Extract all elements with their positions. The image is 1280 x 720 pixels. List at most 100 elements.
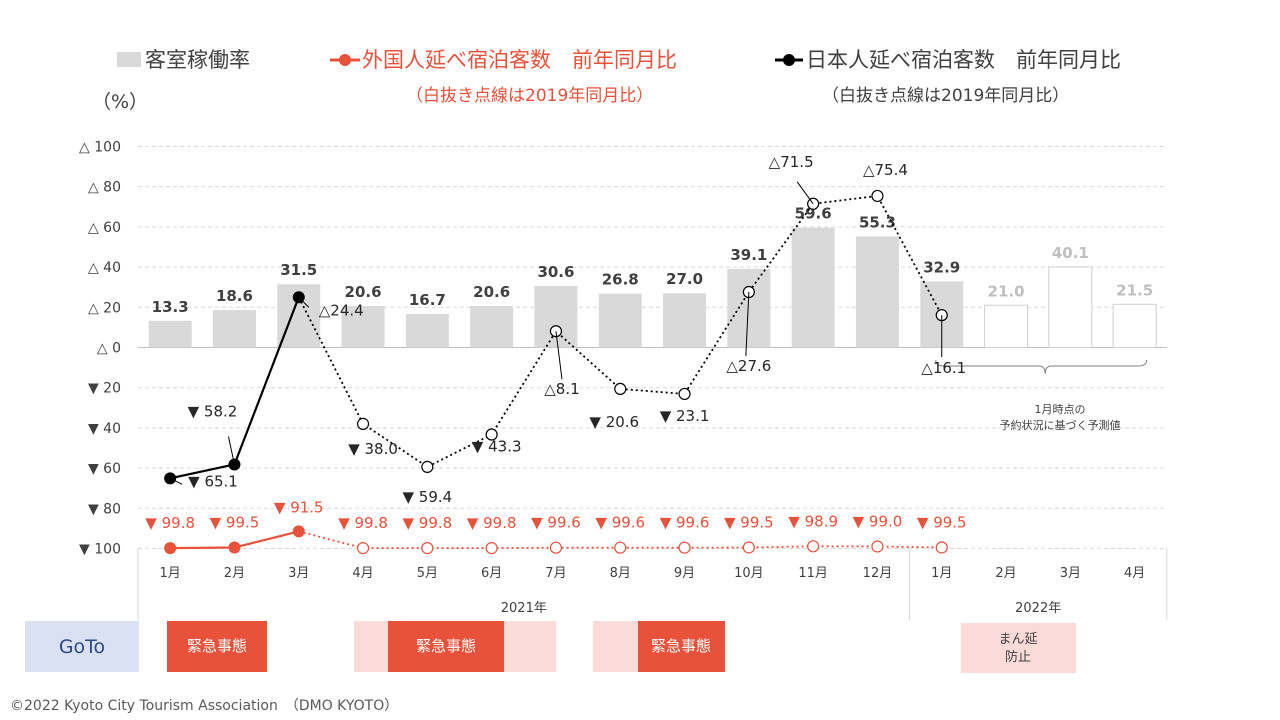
occupancy-label: 59.6: [795, 205, 832, 223]
foreign-point: [228, 541, 241, 554]
occupancy-label: 32.9: [923, 258, 960, 276]
x-tick-label: 1月: [931, 566, 952, 581]
legend-foreign-marker: [339, 54, 351, 66]
foreign-point: [164, 542, 177, 555]
occupancy-bar: [1112, 303, 1157, 349]
legend-foreign: 外国人延べ宿泊客数 前年同月比: [362, 48, 677, 72]
manen-label-1: まん延: [998, 632, 1037, 647]
japanese-point-open: [614, 382, 627, 396]
japanese-leader: [298, 296, 310, 308]
foreign-label: ▼ 99.6: [531, 514, 581, 532]
foreign-label: ▼ 99.5: [917, 513, 967, 531]
prediction-note-line: 予約状況に基づく予測値: [1000, 418, 1121, 432]
occupancy-labels: 13.3 18.6 31.5 20.6 16.7 20.6 30.6 26.8 27.0 39.1…: [152, 205, 1154, 316]
x-tick-label: 2月: [224, 566, 245, 581]
year-label: 2021年: [501, 601, 547, 616]
series-labels: ▼ 65.1 ▼ 58.2 △24.4 ▼ 38.0 ▼ 59.4 ▼ 43.3 △8.1 ▼…: [145, 153, 966, 532]
japanese-label: ▼ 38.0: [348, 440, 398, 458]
x-tick-label: 4月: [1124, 566, 1145, 581]
x-tick-label: 7月: [545, 566, 566, 581]
occupancy-label: 20.6: [473, 283, 510, 301]
occupancy-bar: [470, 306, 514, 348]
occupancy-label: 18.6: [216, 287, 253, 305]
x-axis: 1月 2月 3月 4月 5月 6月 7月 8月 9月 10月 11月 12月 1月 2月 3月 4月 2021年…: [137, 547, 1168, 620]
goto-label: GoTo: [59, 636, 105, 658]
timeline: GoTo 緊急事態 緊急事態 緊急事態 まん延 防止: [25, 621, 1076, 673]
occupancy-label: 13.3: [152, 298, 189, 316]
foreign-label: ▼ 99.8: [402, 514, 452, 532]
japanese-leader: [745, 292, 750, 357]
x-tick-label: 3月: [1060, 566, 1081, 581]
x-tick-label: 2月: [995, 566, 1016, 581]
emergency-label-1: 緊急事態: [187, 637, 247, 655]
occupancy-bar: [148, 320, 192, 348]
japanese-point-open: [678, 387, 691, 401]
emergency-label-2: 緊急事態: [416, 637, 476, 655]
x-tick-label: 8月: [610, 566, 631, 581]
legend-foreign-note: （白抜き点線は2019年同月比）: [406, 86, 653, 106]
foreign-label: ▼ 99.0: [853, 512, 903, 530]
japanese-label: ▼ 23.1: [660, 407, 710, 425]
series-points: [164, 189, 948, 555]
y-tick-label: ▼ 100: [79, 542, 121, 558]
japanese-point-open: [871, 189, 884, 203]
occupancy-label: 21.0: [988, 282, 1025, 300]
occupancy-bar: [791, 227, 835, 348]
occupancy-label: 26.8: [602, 271, 639, 289]
japanese-label: △8.1: [544, 380, 579, 398]
foreign-label: ▼ 99.6: [595, 514, 645, 532]
japanese-dashed-line: [297, 194, 943, 468]
occupancy-bar: [405, 313, 449, 348]
japanese-leader: [796, 181, 814, 205]
japanese-label: △27.6: [726, 357, 771, 375]
legend-japanese-marker: [783, 54, 795, 66]
japanese-label: △71.5: [769, 153, 814, 171]
y-tick-label: △ 0: [97, 341, 121, 357]
x-tick-label: 1月: [160, 566, 181, 581]
y-axis-label: （%）: [92, 91, 148, 113]
prediction-brace: [935, 359, 1148, 375]
emergency-box-1: [167, 621, 267, 672]
japanese-leader: [227, 436, 235, 465]
occupancy-label: 20.6: [345, 283, 382, 301]
occupancy-label: 39.1: [730, 246, 767, 264]
foreign-point-open: [614, 541, 627, 554]
x-tick-label: 4月: [352, 566, 373, 581]
foreign-point-open: [742, 541, 755, 554]
occupancy-label: 40.1: [1052, 244, 1089, 262]
manen-box: [961, 623, 1076, 673]
x-tick-label: 3月: [288, 566, 309, 581]
occupancy-bar: [598, 293, 642, 348]
year-label: 2022年: [1015, 601, 1061, 616]
occupancy-label: 16.7: [409, 291, 446, 309]
foreign-point-open: [807, 540, 820, 553]
emergency-box-3: [638, 621, 725, 672]
japanese-label: ▼ 58.2: [188, 402, 238, 420]
legend-occupancy-swatch: [117, 52, 141, 67]
x-tick-label: 10月: [734, 566, 764, 581]
legend-japanese: 日本人延べ宿泊客数 前年同月比: [806, 48, 1121, 72]
x-tick-label: 9月: [674, 566, 695, 581]
y-tick-label: ▼ 60: [88, 461, 121, 477]
japanese-point-open: [485, 428, 498, 441]
japanese-label: ▼ 20.6: [589, 413, 639, 431]
x-tick-label: 6月: [481, 566, 502, 581]
y-tick-label: ▼ 20: [88, 381, 121, 397]
foreign-label: ▼ 99.8: [467, 514, 517, 532]
foreign-label: ▼ 98.9: [788, 512, 838, 530]
occupancy-bar: [212, 310, 256, 348]
japanese-label: ▼ 59.4: [402, 488, 452, 506]
occupancy-label: 21.5: [1116, 281, 1153, 299]
japanese-label: △16.1: [921, 359, 966, 377]
occupancy-bar: [534, 285, 578, 348]
y-tick-label: ▼ 40: [88, 421, 121, 437]
legend-japanese-note: （白抜き点線は2019年同月比）: [822, 86, 1069, 106]
legend: 客室稼働率 外国人延べ宿泊客数 前年同月比 （白抜き点線は2019年同月比） 日…: [117, 48, 1121, 106]
x-tick-label: 12月: [863, 566, 893, 581]
x-tick-label: 5月: [417, 566, 438, 581]
occupancy-bar: [663, 293, 707, 348]
y-axis-ticks: △ 100 △ 80 △ 60 △ 40 △ 20 △ 0 ▼ 20 ▼ 40 ▼ 60 ▼ 80…: [79, 140, 121, 558]
legend-occupancy: 客室稼働率: [145, 48, 250, 72]
